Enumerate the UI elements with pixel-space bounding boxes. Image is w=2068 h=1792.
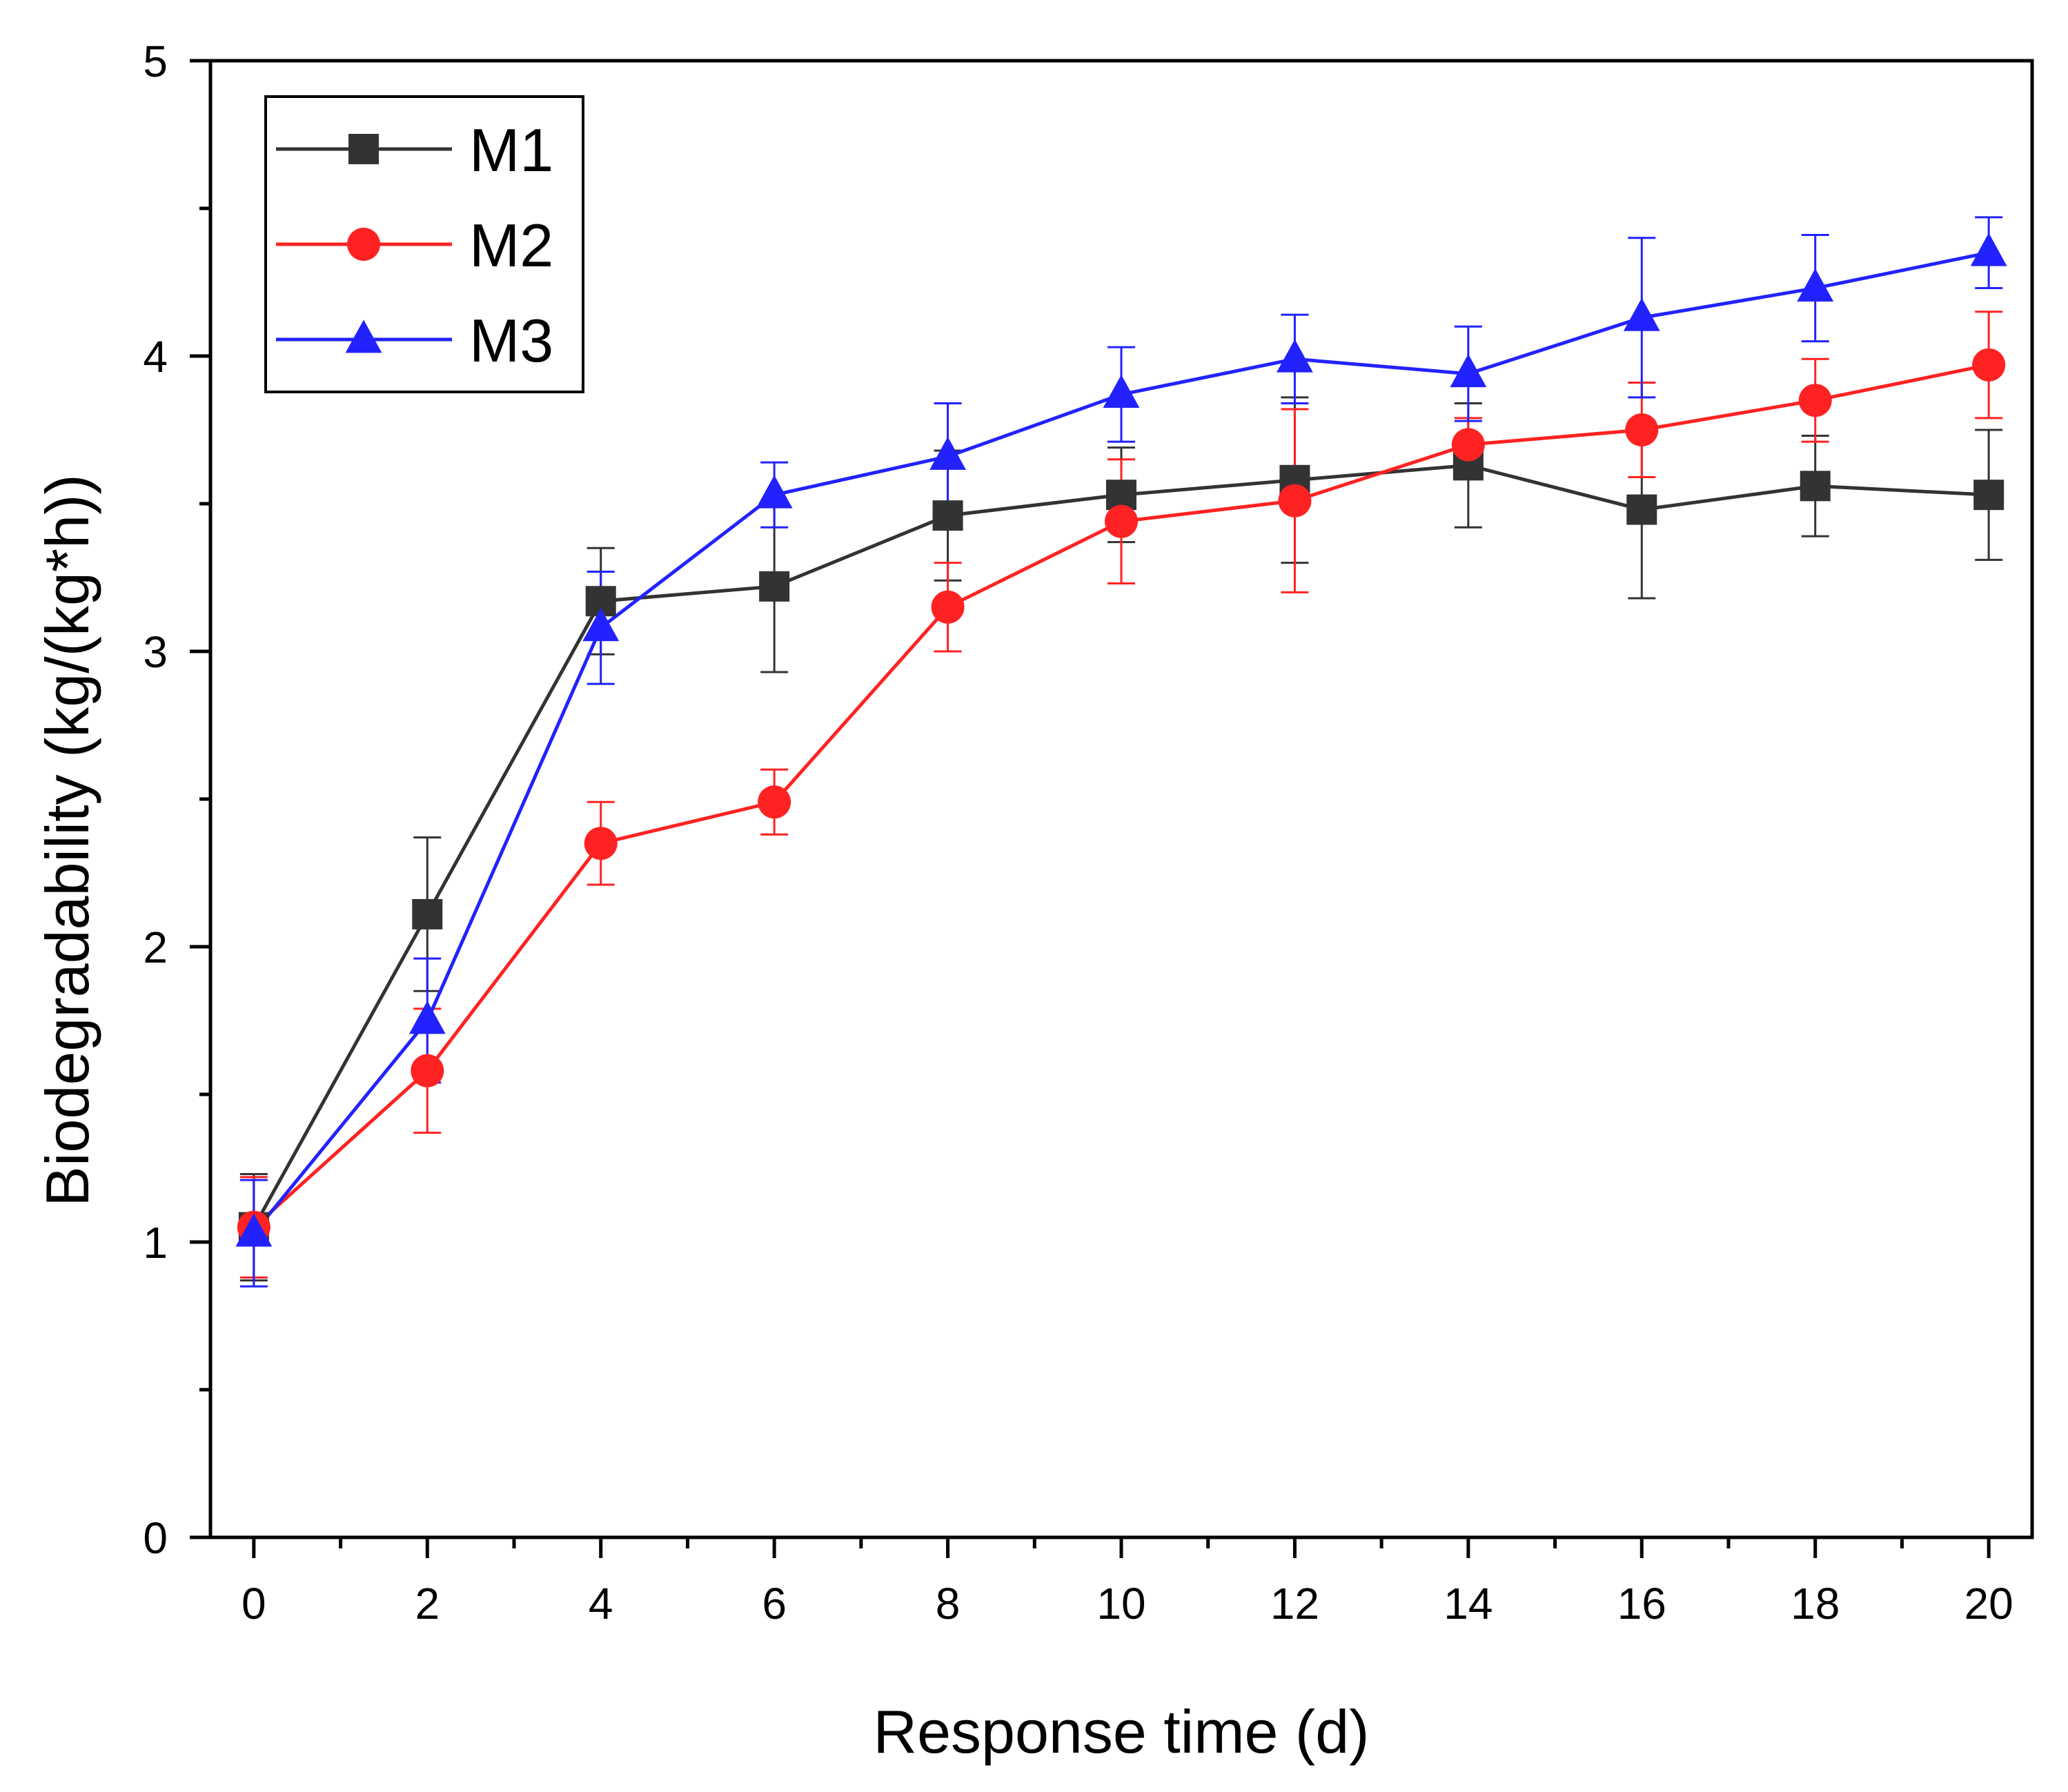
- x-tick-label: 20: [1964, 1579, 2013, 1628]
- m3-data-point: [1277, 339, 1313, 373]
- y-tick-label: 0: [143, 1513, 168, 1563]
- m3-data-point: [582, 608, 620, 642]
- m3-data-point: [1797, 268, 1834, 302]
- m3-data-point: [1623, 297, 1660, 331]
- x-tick-label: 16: [1617, 1579, 1666, 1628]
- m2-data-point: [1625, 413, 1659, 446]
- m3-data-point: [929, 436, 966, 470]
- x-tick-label: 6: [762, 1579, 787, 1628]
- m2-data-point: [584, 827, 618, 860]
- legend: M1 M2 M3: [264, 95, 584, 393]
- m1-data-point: [1800, 471, 1831, 502]
- m1-data-point: [932, 500, 963, 531]
- y-tick-label: 5: [143, 37, 168, 86]
- x-tick-label: 12: [1270, 1579, 1319, 1628]
- m2-data-point: [1798, 384, 1832, 417]
- m3-data-point: [1450, 354, 1487, 388]
- m2-data-point: [931, 590, 965, 624]
- m2-data-point: [1278, 484, 1312, 518]
- x-tick-label: 0: [242, 1579, 266, 1628]
- m1-data-point: [412, 898, 443, 929]
- m3-data-point: [1103, 374, 1140, 408]
- m2-data-point: [1105, 504, 1138, 538]
- m2-data-point: [1451, 428, 1485, 462]
- m1-legend-marker: [348, 134, 379, 164]
- x-tick-label: 10: [1096, 1579, 1145, 1628]
- x-tick-label: 8: [936, 1579, 961, 1628]
- m2-data-point: [411, 1054, 444, 1087]
- m2-legend-label: M2: [469, 211, 553, 279]
- m3-data-point: [1970, 233, 2007, 266]
- x-tick-label: 4: [589, 1579, 613, 1628]
- m1-data-point: [1973, 480, 2005, 511]
- y-tick-label: 2: [143, 923, 168, 972]
- y-tick-label: 1: [143, 1218, 168, 1268]
- m3-legend-marker: [345, 319, 382, 353]
- m2-data-point: [758, 785, 791, 819]
- x-tick-label: 18: [1791, 1579, 1840, 1628]
- m2-data-point: [1972, 348, 2006, 382]
- m1-data-point: [1626, 494, 1657, 525]
- m1-legend-label: M1: [469, 116, 553, 184]
- m2-legend-marker: [347, 228, 380, 261]
- m3-data-point: [235, 1213, 273, 1247]
- m3-data-point: [756, 475, 793, 509]
- plot-area-frame: [208, 59, 2034, 1539]
- m3-data-point: [408, 1001, 446, 1034]
- series-markers: [235, 233, 2007, 1247]
- m3-legend-label: M3: [469, 306, 553, 375]
- x-tick-label: 14: [1444, 1579, 1493, 1628]
- y-tick-label: 3: [143, 627, 168, 677]
- m1-data-point: [759, 571, 790, 602]
- y-tick-label: 4: [143, 332, 168, 382]
- y-axis-title: Biodegradability (kg/(kg*h)): [33, 474, 101, 1206]
- x-tick-label: 2: [415, 1579, 440, 1628]
- x-axis-title: Response time (d): [874, 1697, 1370, 1766]
